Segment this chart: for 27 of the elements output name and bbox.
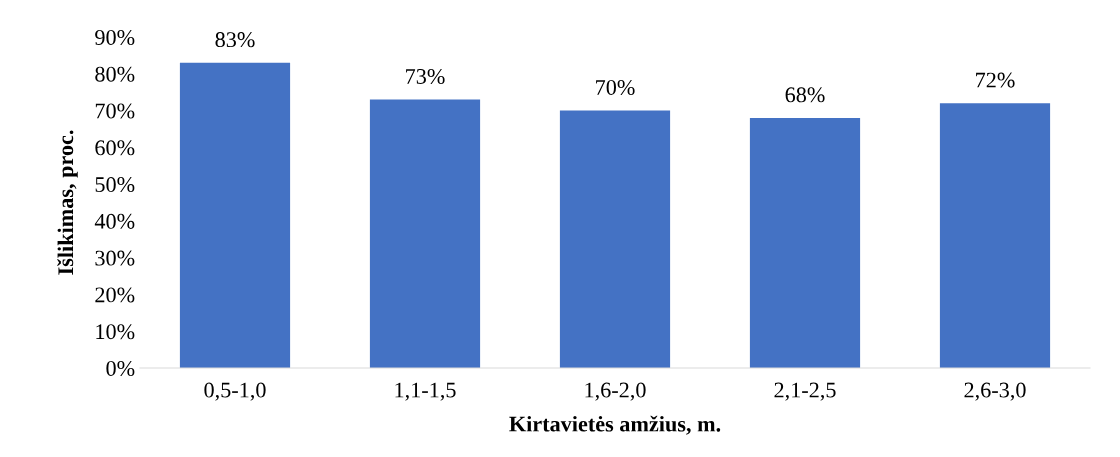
y-tick-label: 80% — [95, 66, 135, 82]
x-axis-title: Kirtavietės amžius, m. — [509, 415, 721, 435]
y-tick-label: 0% — [106, 360, 135, 376]
y-tick-label: 10% — [96, 324, 135, 340]
x-tick-label: 2,1-2,5 — [774, 382, 836, 401]
x-tick-label: 1,6-2,0 — [585, 382, 646, 401]
bar — [559, 110, 671, 368]
bar — [749, 117, 861, 368]
y-tick-label: 40% — [94, 213, 135, 229]
y-tick-label: 20% — [95, 287, 135, 303]
x-tick-label: 0,5-1,0 — [204, 382, 266, 401]
y-tick-label: 70% — [95, 103, 135, 119]
data-label: 70% — [596, 79, 635, 95]
y-tick-label: 30% — [95, 250, 135, 266]
bar — [369, 99, 481, 368]
bar — [939, 103, 1051, 368]
x-tick-label: 1,1-1,5 — [395, 382, 456, 401]
data-label: 72% — [976, 72, 1015, 88]
y-tick-label: 60% — [95, 140, 135, 156]
y-tick-label: 90% — [95, 29, 135, 45]
data-label: 83% — [215, 32, 255, 48]
y-axis-title: Išlikimas, proc. — [57, 130, 78, 275]
data-label: 68% — [785, 87, 825, 103]
bar — [179, 62, 291, 368]
y-tick-label: 50% — [95, 177, 135, 193]
data-label: 73% — [406, 68, 445, 84]
x-tick-label: 2,6-3,0 — [964, 382, 1026, 401]
